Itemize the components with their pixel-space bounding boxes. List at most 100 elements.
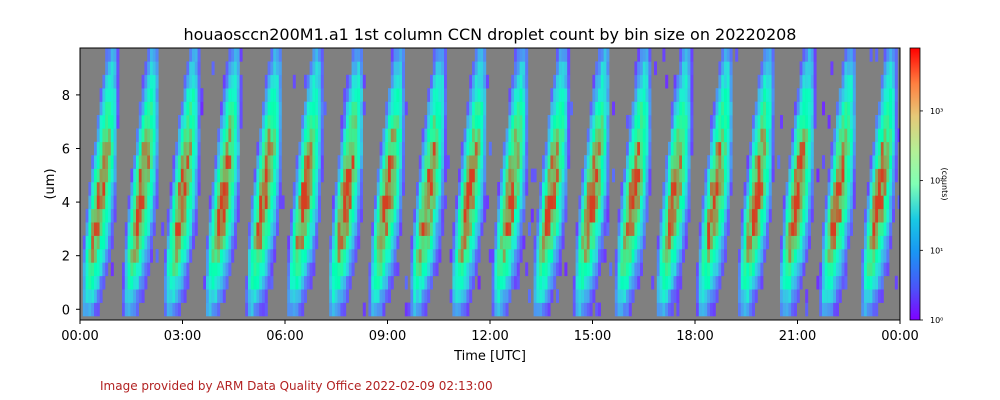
heatmap-cell: [648, 74, 652, 89]
heatmap-cell: [175, 141, 179, 156]
heatmap-cell: [144, 128, 148, 143]
heatmap-cell: [444, 61, 447, 76]
heatmap-cell: [785, 249, 789, 263]
heatmap-cell: [256, 168, 260, 183]
heatmap-cell: [500, 222, 503, 236]
heatmap-cell: [514, 155, 517, 169]
heatmap-cell: [712, 249, 716, 263]
heatmap-cell: [410, 249, 414, 263]
heatmap-cell: [505, 141, 509, 156]
heatmap-cell: [477, 155, 481, 169]
heatmap-cell: [360, 182, 363, 196]
heatmap-cell: [892, 74, 895, 89]
heatmap-cell: [662, 48, 666, 62]
heatmap-cell: [500, 208, 503, 223]
heatmap-cell: [214, 168, 218, 183]
heatmap-cell: [180, 222, 184, 236]
heatmap-cell: [189, 101, 193, 116]
heatmap-cell: [805, 208, 809, 223]
heatmap-cell: [96, 262, 100, 277]
heatmap-cell: [424, 168, 428, 183]
heatmap-cell: [236, 101, 240, 116]
heatmap-cell: [796, 115, 800, 129]
heatmap-cell: [460, 168, 464, 183]
heatmap-cell: [740, 302, 744, 317]
heatmap-cell: [875, 302, 879, 317]
heatmap-cell: [578, 302, 582, 317]
heatmap-cell: [175, 275, 179, 290]
heatmap-cell: [402, 128, 405, 143]
heatmap-cell: [416, 275, 419, 290]
heatmap-cell: [553, 182, 557, 196]
heatmap-cell: [511, 208, 515, 223]
heatmap-cell: [253, 195, 257, 210]
heatmap-cell: [785, 182, 789, 196]
heatmap-cell: [553, 275, 557, 290]
heatmap-cell: [710, 249, 713, 263]
heatmap-cell: [805, 155, 809, 169]
heatmap-cell: [556, 249, 559, 263]
heatmap-cell: [418, 275, 422, 290]
heatmap-cell: [340, 141, 344, 156]
heatmap-cell: [782, 262, 786, 277]
heatmap-cell: [357, 182, 361, 196]
heatmap-cell: [348, 155, 352, 169]
heatmap-cell: [813, 61, 817, 76]
heatmap-cell: [606, 101, 610, 116]
heatmap-cell: [586, 208, 590, 223]
heatmap-cell: [189, 235, 193, 250]
heatmap-cell: [88, 208, 92, 223]
heatmap-cell: [830, 275, 834, 290]
heatmap-cell: [810, 61, 814, 76]
heatmap-cell: [435, 249, 439, 263]
heatmap-cell: [802, 88, 806, 102]
heatmap-cell: [180, 101, 184, 116]
heatmap-cell: [799, 182, 803, 196]
heatmap-cell: [794, 115, 797, 129]
heatmap-cell: [276, 128, 279, 143]
heatmap-cell: [544, 222, 548, 236]
heatmap-cell: [880, 249, 884, 263]
heatmap-cell: [430, 155, 433, 169]
heatmap-cell: [760, 249, 764, 263]
heatmap-cell: [273, 101, 277, 116]
heatmap-cell: [147, 195, 151, 210]
heatmap-cell: [136, 262, 139, 277]
heatmap-cell: [491, 275, 495, 290]
heatmap-cell: [228, 88, 232, 102]
heatmap-cell: [715, 101, 719, 116]
heatmap-cell: [850, 168, 853, 183]
heatmap-cell: [382, 222, 386, 236]
heatmap-cell: [304, 155, 307, 169]
heatmap-cell: [799, 208, 803, 223]
heatmap-cell: [183, 235, 187, 250]
heatmap-cell: [802, 249, 806, 263]
heatmap-cell: [676, 182, 680, 196]
heatmap-cell: [262, 235, 265, 250]
heatmap-cell: [631, 222, 635, 236]
heatmap-cell: [889, 101, 893, 116]
heatmap-cell: [836, 249, 839, 263]
heatmap-cell: [105, 222, 109, 236]
heatmap-cell: [315, 195, 319, 210]
heatmap-cell: [382, 168, 386, 183]
heatmap-cell: [662, 275, 666, 290]
heatmap-cell: [822, 222, 825, 236]
heatmap-cell: [729, 168, 733, 183]
heatmap-cell: [127, 249, 131, 263]
heatmap-cell: [556, 289, 559, 303]
heatmap-cell: [880, 289, 884, 303]
heatmap-cell: [598, 168, 601, 183]
heatmap-cell: [186, 222, 190, 236]
heatmap-cell: [749, 222, 753, 236]
heatmap-cell: [768, 168, 772, 183]
heatmap-cell: [556, 168, 559, 183]
heatmap-cell: [575, 235, 579, 250]
heatmap-cell: [340, 168, 344, 183]
heatmap-cell: [435, 74, 439, 89]
heatmap-cell: [402, 155, 405, 169]
heatmap-cell: [105, 141, 109, 156]
heatmap-cell: [441, 74, 445, 89]
heatmap-cell: [617, 222, 621, 236]
heatmap-cell: [805, 195, 809, 210]
